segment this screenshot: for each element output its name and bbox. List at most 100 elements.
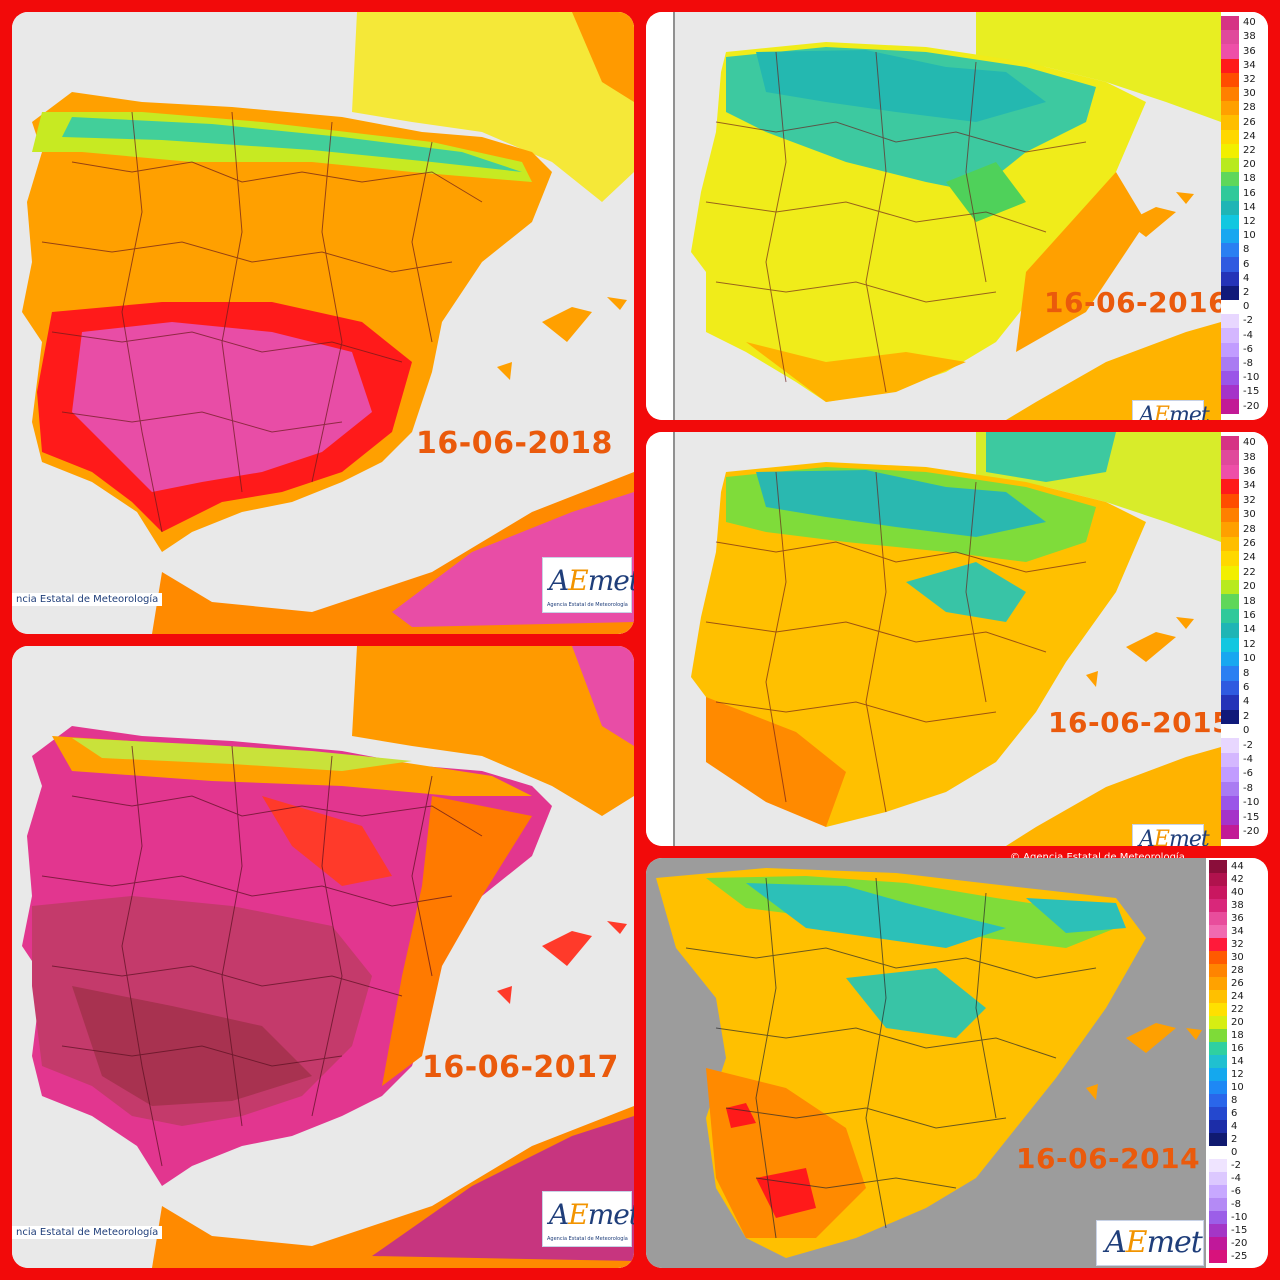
legend-swatch xyxy=(1221,115,1239,130)
legend-swatch xyxy=(1221,666,1239,681)
legend-tick-label: 4 xyxy=(1243,272,1250,284)
legend-tick-label: 2 xyxy=(1243,710,1250,722)
aemet-wordmark: AEmet xyxy=(549,1198,634,1231)
legend-tick-label: 0 xyxy=(1243,301,1250,313)
legend-tick-label: 20 xyxy=(1243,159,1256,171)
legend-tick-label: 18 xyxy=(1243,595,1256,607)
legend-swatch xyxy=(1221,464,1239,480)
legend-tick-label: 24 xyxy=(1243,130,1256,142)
legend-tick-label: 22 xyxy=(1243,144,1256,156)
legend-tick-label: 36 xyxy=(1231,912,1244,924)
legend-swatch xyxy=(1221,300,1239,315)
legend-tick-label: 32 xyxy=(1243,73,1256,85)
legend-swatch xyxy=(1209,1185,1227,1198)
legend-tick-label: 26 xyxy=(1243,538,1256,549)
legend-swatch xyxy=(1209,1003,1227,1016)
legend-swatch xyxy=(1221,285,1239,300)
legend-tick-label: 6 xyxy=(1231,1107,1238,1119)
aemet-logo: AEmet xyxy=(1132,824,1210,846)
legend-tick-label: 30 xyxy=(1243,509,1256,521)
legend-tick-label: 6 xyxy=(1243,682,1250,693)
legend-swatch xyxy=(1221,143,1239,158)
legend-tick-label: 12 xyxy=(1231,1068,1244,1080)
map-panel-2016: 16-06-2016 AEmet 40 38 36 34 32 30 28 26 24 22 20 1… xyxy=(646,12,1268,420)
copyright-credit: ncia Estatal de Meteorología xyxy=(12,1226,163,1239)
copyright-credit: © Agencia Estatal de Meteorología xyxy=(1010,852,1185,863)
temperature-map-2014 xyxy=(646,858,1268,1268)
legend-swatch xyxy=(1209,1159,1227,1172)
legend-tick-label: -15 xyxy=(1231,1224,1248,1236)
legend-tick-label: 38 xyxy=(1231,899,1244,911)
legend-tick-label: 30 xyxy=(1243,88,1256,100)
legend-tick-label: 0 xyxy=(1243,725,1250,737)
legend-swatch xyxy=(1221,158,1239,173)
legend-swatch xyxy=(1221,450,1239,465)
map-panel-2017: 16-06-2017 ncia Estatal de Meteorología … xyxy=(12,646,634,1268)
legend-swatch xyxy=(1221,652,1239,667)
legend-tick-label: 28 xyxy=(1243,523,1256,535)
temperature-map-2018 xyxy=(12,12,634,634)
legend-swatch xyxy=(1221,781,1239,796)
legend-swatch xyxy=(1221,738,1239,753)
legend-tick-label: -4 xyxy=(1231,1172,1241,1184)
legend-tick-label: -4 xyxy=(1243,329,1253,341)
legend-swatch xyxy=(1221,44,1239,59)
legend-swatch xyxy=(1209,925,1227,938)
legend-swatch xyxy=(1209,1237,1227,1250)
legend-swatch xyxy=(1209,1029,1227,1042)
legend-tick-label: -2 xyxy=(1243,739,1253,751)
legend-swatch xyxy=(1209,1016,1227,1029)
legend-tick-label: 6 xyxy=(1243,258,1250,270)
legend-tick-label: 32 xyxy=(1243,494,1256,506)
temperature-map-2017 xyxy=(12,646,634,1268)
legend-tick-label: 18 xyxy=(1243,173,1256,185)
legend-tick-label: 0 xyxy=(1231,1146,1238,1158)
temperature-map-2015 xyxy=(646,432,1268,846)
legend-tick-label: 2 xyxy=(1243,286,1250,298)
legend-tick-label: 8 xyxy=(1231,1094,1238,1106)
legend-swatch xyxy=(1209,1198,1227,1211)
legend-tick-label: 36 xyxy=(1243,45,1256,57)
legend-swatch xyxy=(1221,342,1239,357)
aemet-subtitle: Agencia Estatal de Meteorología xyxy=(547,1236,628,1242)
legend-tick-label: 20 xyxy=(1243,581,1256,593)
legend-tick-label: 30 xyxy=(1231,951,1244,963)
legend-swatch xyxy=(1221,522,1239,537)
legend-swatch xyxy=(1209,1094,1227,1107)
temperature-map-2016 xyxy=(646,12,1268,420)
legend-tick-label: 40 xyxy=(1243,437,1256,449)
legend-swatch xyxy=(1221,536,1239,552)
legend-swatch xyxy=(1221,371,1239,386)
legend-swatch xyxy=(1209,1068,1227,1081)
legend-tick-label: 24 xyxy=(1231,990,1244,1002)
legend-tick-label: 32 xyxy=(1231,938,1244,950)
legend-swatch xyxy=(1221,385,1239,400)
map-panel-2018: 16-06-2018 ncia Estatal de Meteorología … xyxy=(12,12,634,634)
legend-tick-label: 26 xyxy=(1243,116,1256,128)
legend-swatch xyxy=(1221,580,1239,595)
legend-tick-label: 16 xyxy=(1243,610,1256,621)
legend-tick-label: -10 xyxy=(1243,797,1260,809)
legend-tick-label: 8 xyxy=(1243,244,1250,256)
legend-swatch xyxy=(1221,752,1239,768)
legend-swatch xyxy=(1221,229,1239,244)
legend-swatch xyxy=(1221,493,1239,508)
legend-swatch xyxy=(1209,990,1227,1003)
legend-tick-label: 4 xyxy=(1243,696,1250,708)
legend-swatch xyxy=(1209,912,1227,925)
legend-tick-label: -10 xyxy=(1243,372,1260,384)
aemet-wordmark: AEmet xyxy=(1139,403,1210,420)
legend-tick-label: 4 xyxy=(1231,1120,1238,1132)
legend-swatch xyxy=(1221,30,1239,45)
legend-tick-label: 14 xyxy=(1231,1055,1244,1067)
legend-swatch xyxy=(1221,257,1239,272)
aemet-logo: AEmet xyxy=(1096,1220,1204,1266)
legend-swatch xyxy=(1221,680,1239,696)
legend-swatch xyxy=(1209,977,1227,990)
legend-tick-label: 22 xyxy=(1243,566,1256,578)
aemet-logo: AEmet xyxy=(1132,400,1210,420)
aemet-wordmark: AEmet xyxy=(1105,1225,1203,1260)
legend-swatch xyxy=(1221,551,1239,566)
legend-tick-label: -8 xyxy=(1243,357,1253,369)
legend-tick-label: 2 xyxy=(1231,1133,1238,1145)
